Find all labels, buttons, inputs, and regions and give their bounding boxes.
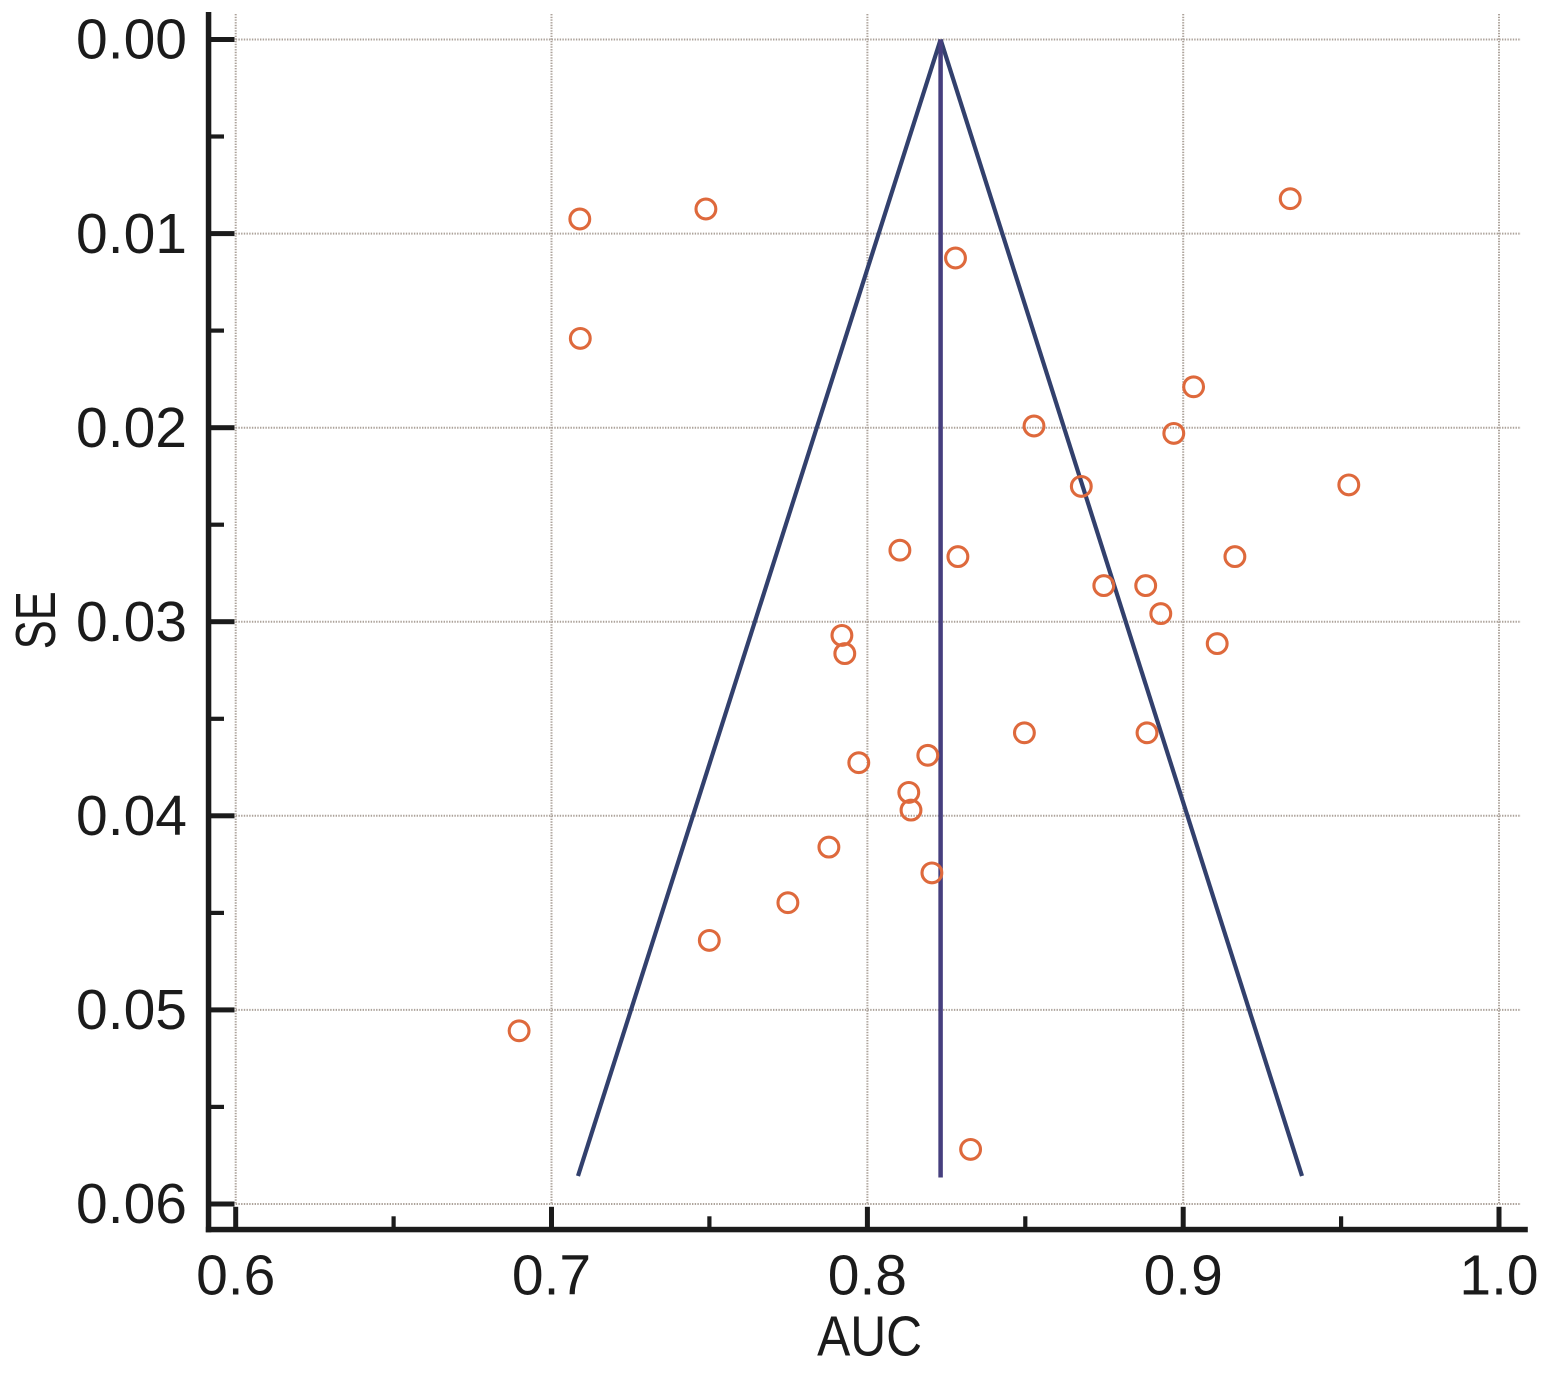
svg-text:1.0: 1.0 bbox=[1459, 1244, 1538, 1308]
svg-text:0.05: 0.05 bbox=[76, 978, 187, 1042]
svg-text:0.7: 0.7 bbox=[512, 1244, 591, 1308]
svg-text:SE: SE bbox=[4, 591, 68, 649]
svg-text:AUC: AUC bbox=[817, 1304, 922, 1368]
svg-text:0.9: 0.9 bbox=[1144, 1244, 1223, 1308]
svg-text:0.8: 0.8 bbox=[828, 1244, 907, 1308]
svg-text:0.02: 0.02 bbox=[76, 396, 187, 460]
svg-text:0.03: 0.03 bbox=[76, 590, 187, 654]
svg-text:0.01: 0.01 bbox=[76, 202, 187, 266]
svg-text:0.00: 0.00 bbox=[76, 8, 187, 72]
svg-text:0.6: 0.6 bbox=[196, 1244, 275, 1308]
svg-text:0.04: 0.04 bbox=[76, 784, 187, 848]
svg-text:0.06: 0.06 bbox=[76, 1172, 187, 1236]
